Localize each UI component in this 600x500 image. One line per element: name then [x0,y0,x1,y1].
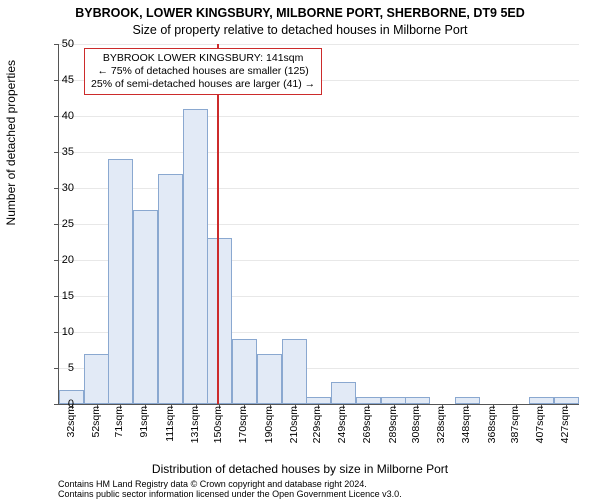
xtick-label: 150sqm [212,406,224,443]
y-axis-label: Number of detached properties [4,0,18,240]
bar [207,238,232,404]
bar [356,397,381,404]
xtick-label: 427sqm [559,406,571,443]
gridline [59,188,579,189]
ytick-label: 15 [46,290,74,302]
bar [381,397,406,404]
bar [183,109,208,404]
ytick-label: 30 [46,182,74,194]
ytick-label: 40 [46,110,74,122]
xtick-label: 229sqm [311,406,323,443]
annotation-line3: 25% of semi-detached houses are larger (… [91,78,315,91]
chart-container: BYBROOK, LOWER KINGSBURY, MILBORNE PORT,… [0,0,600,500]
bar [529,397,554,404]
bar [455,397,480,404]
ytick-label: 45 [46,74,74,86]
reference-line [217,44,219,404]
xtick-label: 368sqm [486,406,498,443]
bar [405,397,430,404]
xtick-label: 289sqm [387,406,399,443]
bar [306,397,331,404]
xtick-label: 111sqm [164,406,176,442]
xtick-label: 387sqm [509,406,521,443]
bar [257,354,282,404]
xtick-label: 407sqm [534,406,546,443]
ytick-label: 50 [46,38,74,50]
annotation-box: BYBROOK LOWER KINGSBURY: 141sqm← 75% of … [84,48,322,95]
bar [282,339,307,404]
bar [84,354,109,404]
bar [133,210,158,404]
chart-title-line2: Size of property relative to detached ho… [0,23,600,37]
xtick-label: 71sqm [113,406,125,438]
x-axis-label: Distribution of detached houses by size … [0,462,600,476]
bar [108,159,133,404]
footer-attribution: Contains HM Land Registry data © Crown c… [58,480,402,500]
ytick-label: 35 [46,146,74,158]
ytick-label: 10 [46,326,74,338]
xtick-label: 170sqm [237,406,249,443]
gridline [59,116,579,117]
xtick-label: 308sqm [410,406,422,443]
chart-title-line1: BYBROOK, LOWER KINGSBURY, MILBORNE PORT,… [0,6,600,20]
xtick-label: 249sqm [336,406,348,443]
xtick-label: 190sqm [263,406,275,443]
plot-area: BYBROOK LOWER KINGSBURY: 141sqm← 75% of … [58,44,579,405]
xtick-label: 91sqm [138,406,150,438]
xtick-label: 328sqm [435,406,447,443]
bar [158,174,183,404]
bar [331,382,356,404]
bar [554,397,579,404]
xtick-label: 32sqm [65,406,77,438]
ytick-label: 20 [46,254,74,266]
ytick-label: 5 [46,362,74,374]
ytick-label: 25 [46,218,74,230]
xtick-label: 52sqm [90,406,102,438]
bar [232,339,257,404]
xtick-label: 131sqm [189,406,201,443]
gridline [59,44,579,45]
footer-line2: Contains public sector information licen… [58,490,402,500]
xtick-label: 210sqm [288,406,300,443]
annotation-line2: ← 75% of detached houses are smaller (12… [91,65,315,78]
gridline [59,152,579,153]
annotation-line1: BYBROOK LOWER KINGSBURY: 141sqm [91,52,315,65]
xtick-label: 269sqm [361,406,373,443]
xtick-label: 348sqm [460,406,472,443]
